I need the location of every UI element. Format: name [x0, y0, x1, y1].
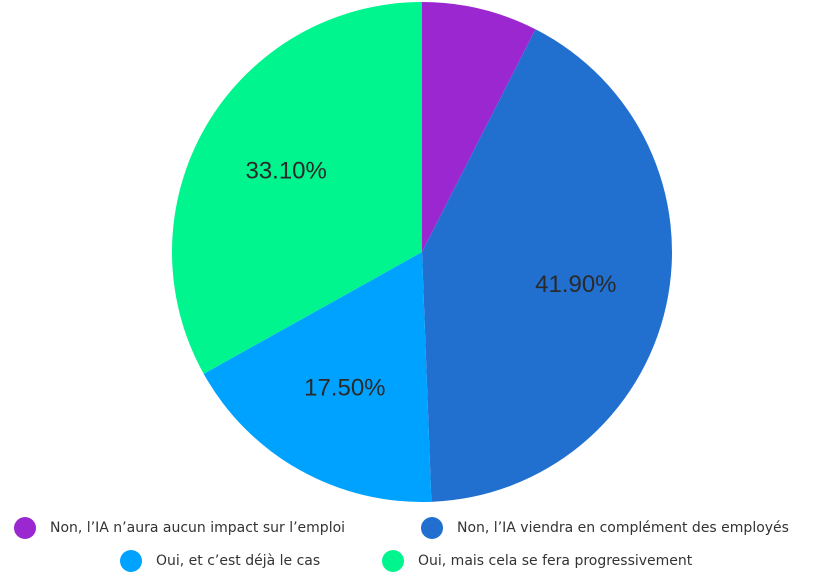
pie-slice: [422, 29, 673, 502]
pie-slice: [422, 2, 536, 252]
pie-slice: [203, 252, 432, 502]
legend-label: Non, l’IA viendra en complément des empl…: [457, 520, 789, 536]
value-label: 41.90%: [535, 271, 616, 298]
legend-marker: [14, 517, 36, 539]
legend-label: Oui, et c’est déjà le cas: [156, 553, 320, 569]
value-label: 33.10%: [245, 158, 326, 185]
legend-label: Oui, mais cela se fera progressivement: [418, 553, 693, 569]
legend-marker: [421, 517, 443, 539]
legend-marker: [120, 550, 142, 572]
pie-slice: [171, 2, 422, 374]
legend-label: Non, l’IA n’aura aucun impact sur l’empl…: [50, 520, 345, 536]
legend-marker: [382, 550, 404, 572]
value-label: 17.50%: [304, 375, 385, 402]
